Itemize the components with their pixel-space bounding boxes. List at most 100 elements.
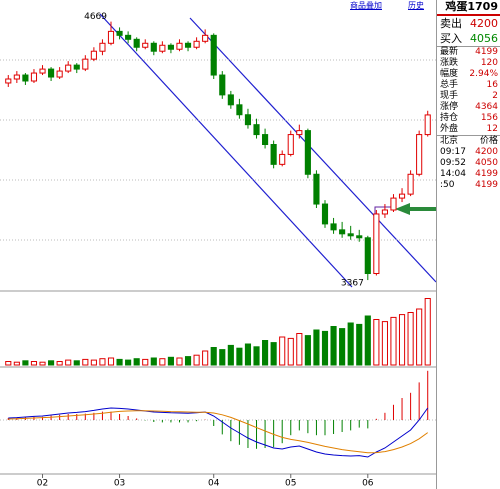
candle-body — [73, 64, 80, 70]
macd-dea — [8, 410, 429, 454]
candle-body — [321, 203, 329, 225]
tick-price: 4199 — [475, 169, 498, 179]
volume-bar — [304, 335, 311, 366]
volume-bar — [125, 359, 132, 366]
candle-body — [159, 44, 166, 52]
volume-bar — [313, 329, 320, 366]
volume-bar — [167, 356, 174, 366]
candle-body — [210, 34, 217, 76]
quote-label: 涨跌 — [440, 58, 459, 68]
tick-price: 4200 — [475, 147, 498, 157]
volume-bar — [159, 358, 166, 366]
price-annotation: 3367 — [341, 279, 364, 289]
macd-dif — [8, 407, 429, 458]
quote-row: 总手 16 — [437, 80, 500, 91]
quote-row: 外盘 12 — [437, 124, 500, 135]
quote-value: 4199 — [475, 47, 498, 57]
header-cell: 北京 — [440, 136, 459, 146]
price-annotation: 4669 — [84, 12, 107, 22]
candle-body — [125, 34, 132, 40]
channel-lower — [99, 13, 353, 288]
menu-item[interactable]: 历史 — [408, 1, 424, 10]
candle-body — [133, 38, 140, 48]
candle-body — [39, 68, 46, 74]
volume-bar — [210, 347, 217, 366]
candle-body — [176, 42, 183, 50]
quote-label: 现手 — [440, 91, 459, 101]
volume-bar — [287, 337, 294, 366]
ticks-header: 北京 价格 — [437, 136, 500, 147]
quote-label: 卖出 — [440, 17, 462, 30]
volume-bar — [373, 319, 380, 366]
volume-bar — [279, 336, 286, 366]
volume-bar — [270, 342, 277, 366]
quote-label: 持仓 — [440, 113, 459, 123]
volume-bar — [227, 344, 234, 366]
volume-bar — [321, 330, 329, 366]
quote-value: 156 — [480, 113, 498, 123]
candle-body — [90, 50, 97, 60]
quote-label: 总手 — [440, 80, 459, 90]
quote-label: 外盘 — [440, 124, 459, 134]
quote-value: 2 — [492, 91, 498, 101]
volume-bar — [65, 359, 72, 366]
candle-body — [244, 114, 252, 126]
candle-body — [142, 42, 149, 48]
volume-bar — [133, 358, 140, 366]
candle-body — [330, 223, 337, 231]
channel-upper — [189, 17, 436, 283]
candle-body — [390, 197, 397, 211]
quote-value: 4364 — [475, 102, 498, 112]
volume-bar — [13, 361, 20, 366]
candle-body — [227, 94, 234, 106]
tick-row: 09:17 4200 — [437, 147, 500, 158]
quote-row: 最新 4199 — [437, 47, 500, 58]
quote-value: 4056 — [470, 32, 498, 45]
volume-bar — [30, 361, 38, 366]
volume-bar — [424, 298, 431, 366]
volume-bar — [339, 328, 346, 366]
candle-body — [381, 209, 388, 215]
x-tick-label: 03 — [114, 479, 125, 489]
volume-bar — [184, 356, 192, 366]
candle-body — [364, 237, 371, 275]
volume-bar — [150, 357, 157, 366]
quote-label: 买入 — [440, 32, 462, 45]
menu: 商品叠加 历史 — [350, 0, 450, 11]
candle-body — [339, 229, 346, 235]
header-cell: 价格 — [479, 136, 498, 146]
volume-bar — [347, 322, 354, 366]
candle-body — [253, 124, 260, 136]
tick-row: 09:52 4050 — [437, 158, 500, 169]
candle-body — [236, 104, 243, 116]
x-tick-label: 02 — [37, 479, 48, 489]
candle-body — [13, 74, 20, 80]
volume-bar — [219, 349, 226, 366]
arrow — [395, 203, 436, 215]
candle-body — [416, 134, 423, 175]
quote-label: 涨停 — [440, 102, 459, 112]
menu-item[interactable]: 商品叠加 — [350, 1, 382, 10]
volume-bar — [416, 308, 423, 366]
candle-body — [202, 34, 209, 42]
candle-body — [347, 233, 354, 237]
x-tick-label: 06 — [362, 479, 374, 489]
volume-bar — [330, 326, 337, 366]
tick-price: 4050 — [475, 158, 498, 168]
quote-value: 120 — [480, 58, 498, 68]
quote-row: 买入 4056 — [437, 31, 500, 46]
volume-bar — [99, 358, 106, 366]
volume-bar — [56, 361, 63, 366]
quote-row: 涨停 4364 — [437, 102, 500, 113]
candle-body — [56, 70, 63, 78]
candle-body — [219, 74, 226, 96]
candle-body — [48, 68, 55, 78]
tick-time: 14:04 — [440, 169, 466, 179]
quote-value: 2.94% — [469, 69, 498, 79]
candle-body — [424, 114, 431, 136]
quote-value: 12 — [486, 124, 498, 134]
candle-body — [5, 78, 12, 84]
volume-bar — [142, 358, 149, 366]
volume-bar — [236, 347, 243, 366]
